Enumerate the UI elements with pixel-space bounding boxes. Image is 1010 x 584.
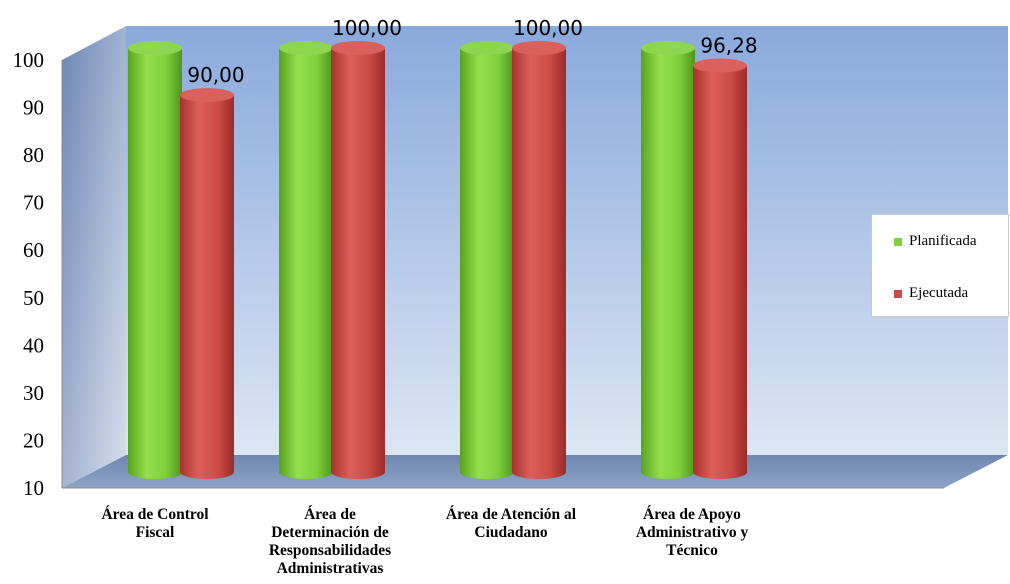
bar-planificada-1 xyxy=(128,41,182,479)
y-tick-label: 20 xyxy=(23,428,44,452)
x-tick-label: Área de Determinación de Responsabilidades… xyxy=(255,506,405,578)
bar-ejecutada-2 xyxy=(331,41,385,479)
x-tick-label-line: Técnico xyxy=(666,542,718,559)
bar-cap xyxy=(641,41,695,55)
bar-ejecutada-4 xyxy=(693,58,747,479)
legend-label-ejecutada: Ejecutada xyxy=(909,285,969,301)
x-tick-label: Área de Control Fiscal xyxy=(80,506,230,542)
bar-body xyxy=(128,48,182,479)
y-tick-label: 60 xyxy=(23,238,44,262)
x-tick-label-line: Área de Control xyxy=(101,506,209,523)
plot-side-wall xyxy=(62,26,126,488)
legend-item-ejecutada: Ejecutada xyxy=(894,285,968,302)
bar-cap xyxy=(279,41,333,55)
legend: Planificada Ejecutada xyxy=(871,214,1009,317)
y-tick-label: 70 xyxy=(23,191,44,215)
y-axis-ticks: 10 20 30 40 50 60 70 80 90 100 xyxy=(13,48,45,500)
x-tick-label-line: Área de Atención al xyxy=(445,506,577,523)
x-tick-label-line: Determinación de xyxy=(271,524,389,541)
x-tick-label-line: Administrativas xyxy=(276,560,384,577)
y-tick-label: 40 xyxy=(23,333,44,357)
bar-body xyxy=(641,48,695,479)
data-label: 90,00 xyxy=(187,63,244,87)
x-tick-label-line: Área de xyxy=(304,506,356,523)
bar-cap xyxy=(693,58,747,73)
bar-body xyxy=(693,65,747,479)
bar-cap xyxy=(180,88,234,103)
x-tick-label-line: Área de Apoyo xyxy=(643,506,741,523)
bar-cap xyxy=(512,41,566,55)
bar-planificada-2 xyxy=(279,41,333,479)
x-tick-label-line: Fiscal xyxy=(135,524,175,541)
y-tick-label: 90 xyxy=(23,96,44,120)
bar-cap xyxy=(331,41,385,55)
bar-body xyxy=(279,48,333,479)
legend-swatch-ejecutada xyxy=(894,289,902,298)
bar-body xyxy=(512,48,566,479)
legend-item-planificada: Planificada xyxy=(894,233,976,250)
x-tick-label: Área de Atención al Ciudadano xyxy=(436,506,586,542)
x-tick-label-line: Responsabilidades xyxy=(268,542,392,559)
bar-cap xyxy=(460,41,514,55)
x-tick-label: Área de Apoyo Administrativo y Técnico xyxy=(617,506,767,560)
y-tick-label: 100 xyxy=(13,48,45,72)
bar-cap xyxy=(128,41,182,55)
bar-ejecutada-1 xyxy=(180,88,234,479)
y-tick-label: 30 xyxy=(23,381,44,405)
x-tick-label-line: Administrativo y xyxy=(635,524,749,541)
legend-label-planificada: Planificada xyxy=(909,233,977,249)
legend-swatch-planificada xyxy=(894,237,902,246)
bar-planificada-3 xyxy=(460,41,514,479)
data-label: 100,00 xyxy=(332,16,402,40)
bars-group xyxy=(128,41,747,479)
bar-body xyxy=(331,48,385,479)
data-label: 100,00 xyxy=(513,16,583,40)
bar-body xyxy=(180,95,234,479)
x-tick-label-line: Ciudadano xyxy=(474,524,548,541)
y-tick-label: 80 xyxy=(23,143,44,167)
bar-planificada-4 xyxy=(641,41,695,479)
data-labels-group: 90,00 100,00 100,00 96,28 xyxy=(187,16,757,87)
bar-body xyxy=(460,48,514,479)
y-tick-label: 10 xyxy=(23,476,44,500)
bar-ejecutada-3 xyxy=(512,41,566,479)
y-tick-label: 50 xyxy=(23,286,44,310)
data-label: 96,28 xyxy=(700,34,757,58)
